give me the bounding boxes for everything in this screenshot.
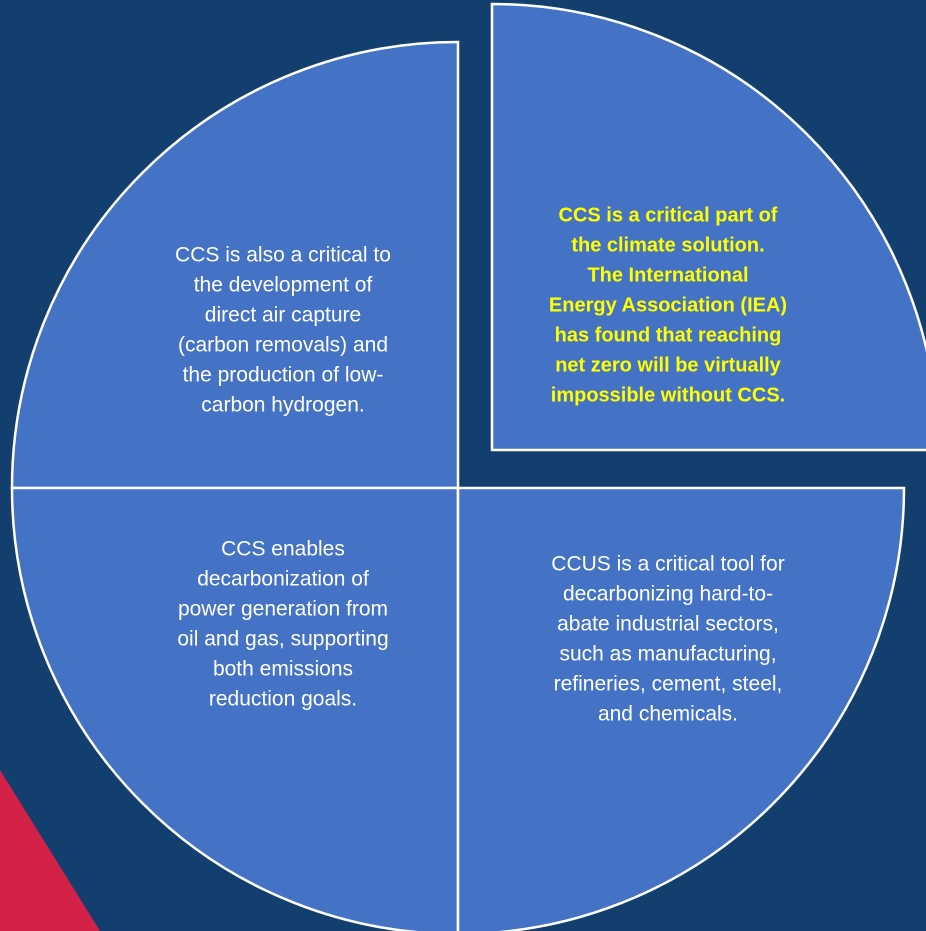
quadrant-text-line: the climate solution. <box>571 234 764 256</box>
quadrant-text-line: oil and gas, supporting <box>177 628 388 651</box>
quadrant-text-line: has found that reaching <box>555 324 782 346</box>
quadrant-text-line: refineries, cement, steel, <box>554 673 783 696</box>
quadrant-text-line: the development of <box>194 274 373 297</box>
quadrant-top-left <box>10 40 460 490</box>
quadrant-text-line: Energy Association (IEA) <box>549 294 787 316</box>
quadrant-text-line: and chemicals. <box>598 703 738 726</box>
quadrant-text-line: CCS enables <box>221 538 345 561</box>
quadrant-text-line: CCUS is a critical tool for <box>551 553 784 576</box>
quadrant-text-line: reduction goals. <box>209 688 357 711</box>
quadrant-bottom-right <box>456 486 906 931</box>
quadrant-text-line: net zero will be virtually <box>555 354 781 376</box>
quadrant-text-line: decarbonization of <box>197 568 369 591</box>
quadrant-text-line: carbon hydrogen. <box>201 394 364 417</box>
quadrant-text-line: CCS is also a critical to <box>175 244 391 267</box>
quadrant-text-line: both emissions <box>213 658 353 681</box>
quadrant-text-line: direct air capture <box>205 304 361 327</box>
quadrant-text-line: abate industrial sectors, <box>557 613 779 636</box>
quadrant-text-line: decarbonizing hard-to- <box>563 583 773 606</box>
quadrant-text-line: impossible without CCS. <box>551 384 785 406</box>
quadrant-text-line: CCS is a critical part of <box>559 204 778 226</box>
quadrant-bottom-left <box>10 486 460 931</box>
quadrant-text-line: such as manufacturing, <box>559 643 776 666</box>
quadrant-text-line: The International <box>587 264 748 286</box>
quadrant-text-line: the production of low- <box>183 364 384 387</box>
quadrant-top-right <box>490 2 926 452</box>
accent-shape <box>0 770 100 931</box>
quadrant-text-line: (carbon removals) and <box>178 334 388 357</box>
quadrant-text-line: power generation from <box>178 598 388 621</box>
